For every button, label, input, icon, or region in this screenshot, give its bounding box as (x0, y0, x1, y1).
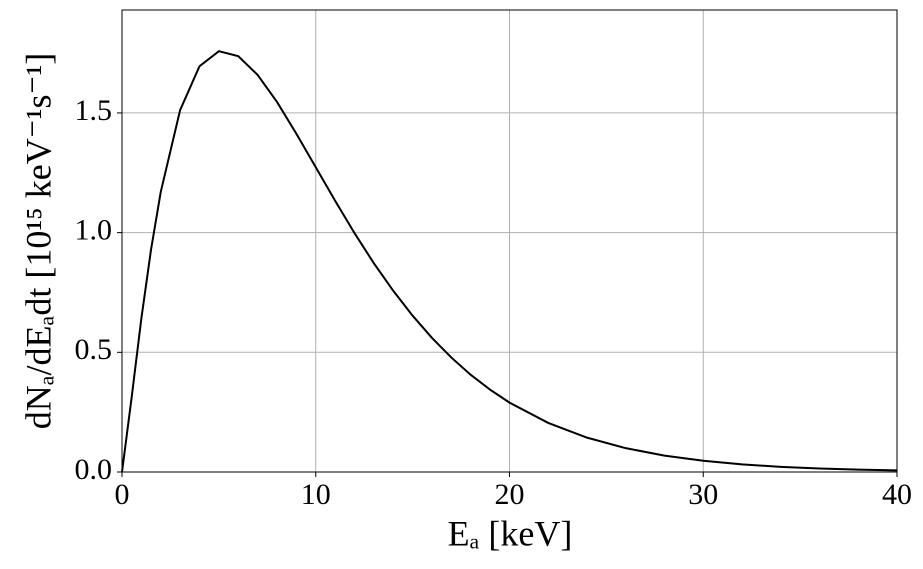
y-tick-label: 0.0 (75, 453, 113, 486)
y-tick-label: 1.5 (75, 94, 113, 127)
x-tick-label: 20 (495, 478, 525, 511)
y-tick-label: 1.0 (75, 214, 113, 247)
plot-frame (121, 9, 898, 473)
x-tick-label: 10 (301, 478, 331, 511)
y-axis-label: dNₐ/dEₐdt [10¹⁵ keV⁻¹s⁻¹] (18, 53, 58, 430)
data-line (121, 50, 898, 473)
x-tick-label: 30 (688, 478, 718, 511)
y-tick-label: 0.5 (75, 333, 113, 366)
x-axis-label: Eₐ [keV] (448, 513, 573, 553)
x-tick-label: 40 (882, 478, 912, 511)
x-tick-label: 0 (115, 478, 130, 511)
